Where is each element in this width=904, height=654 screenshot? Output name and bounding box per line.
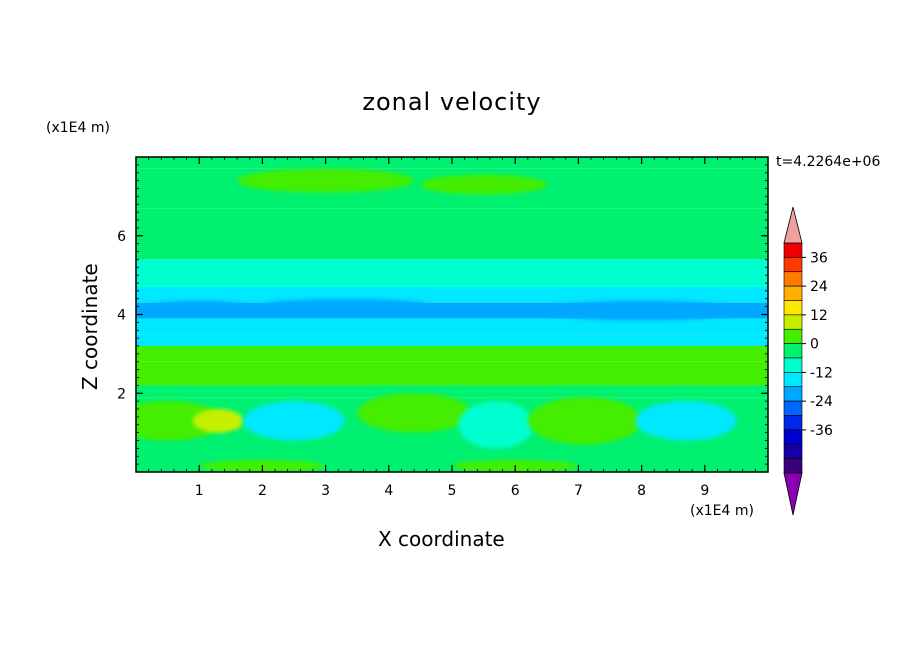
x-tick-label: 6	[511, 483, 520, 499]
contour-cell-13	[148, 300, 250, 313]
contour-cell-2	[243, 401, 345, 441]
contour-band-2	[136, 192, 768, 209]
colorbar-swatch	[783, 242, 803, 258]
contour-band-10	[136, 361, 768, 386]
contour-cell-11	[256, 298, 434, 315]
contour-cell-6	[635, 401, 737, 441]
colorbar-label: 12	[810, 308, 828, 324]
x-axis-label: X coordinate	[378, 527, 505, 551]
x-tick-label: 2	[258, 483, 267, 499]
contour-cell-10	[420, 174, 547, 195]
x-tick-label: 3	[321, 483, 330, 499]
contour-band-4	[136, 259, 768, 287]
contour-cell-12	[540, 300, 743, 321]
y-tick-label: 4	[117, 308, 126, 324]
colorbar-label: 36	[810, 250, 828, 266]
contour-band-5	[136, 286, 768, 303]
colorbar-swatch	[783, 314, 803, 330]
contour-cell-5	[527, 397, 642, 445]
contour-band-11	[136, 385, 768, 398]
x-tick-label: 9	[700, 483, 709, 499]
x-tick-label: 5	[448, 483, 457, 499]
contour-cell-4	[458, 401, 535, 449]
contour-band-8	[136, 334, 768, 346]
y-axis-unit: (x1E4 m)	[46, 120, 110, 136]
colorbar-label: 24	[810, 279, 828, 295]
colorbar-swatch	[783, 271, 803, 287]
contour-field	[136, 157, 768, 472]
x-tick-label: 1	[195, 483, 204, 499]
y-tick-label: 6	[117, 229, 126, 245]
colorbar-label: -12	[810, 365, 833, 381]
x-axis-unit: (x1E4 m)	[690, 503, 754, 519]
contour-band-7	[136, 318, 768, 335]
contour-cell-3	[357, 393, 471, 433]
colorbar-over-triangle	[783, 206, 803, 244]
colorbar-swatch	[783, 257, 803, 273]
x-tick-label: 4	[384, 483, 393, 499]
time-annotation: t=4.2264e+06	[776, 154, 881, 170]
colorbar-under-triangle	[783, 472, 803, 516]
contour-cell-9	[237, 168, 415, 193]
chart-title: zonal velocity	[362, 88, 542, 116]
colorbar-swatch	[783, 443, 803, 459]
colorbar-swatch	[783, 300, 803, 316]
y-tick-label: 2	[117, 386, 126, 402]
colorbar-label: 0	[810, 337, 819, 353]
colorbar-swatch	[783, 386, 803, 402]
contour-band-9	[136, 346, 768, 362]
colorbar-label: -24	[810, 394, 833, 410]
colorbar-swatch	[783, 372, 803, 388]
colorbar-swatch	[783, 400, 803, 416]
colorbar-swatch	[783, 415, 803, 431]
x-tick-label: 8	[637, 483, 646, 499]
colorbar-swatch	[783, 328, 803, 344]
colorbar-swatch	[783, 429, 803, 445]
contour-cell-1	[192, 409, 244, 433]
contour-band-3	[136, 208, 768, 260]
colorbar: 36 24 12 0 -12 -24 -36	[783, 206, 833, 516]
colorbar-swatch	[783, 458, 803, 474]
colorbar-swatch	[783, 285, 803, 301]
axes: 1 2 3 4 5 6 7 8 9 2 4 6	[117, 156, 769, 499]
contour-cell-0	[136, 401, 225, 441]
colorbar-swatch	[783, 357, 803, 373]
colorbar-swatch	[783, 343, 803, 359]
x-tick-label: 7	[574, 483, 583, 499]
colorbar-label: -36	[810, 423, 833, 439]
